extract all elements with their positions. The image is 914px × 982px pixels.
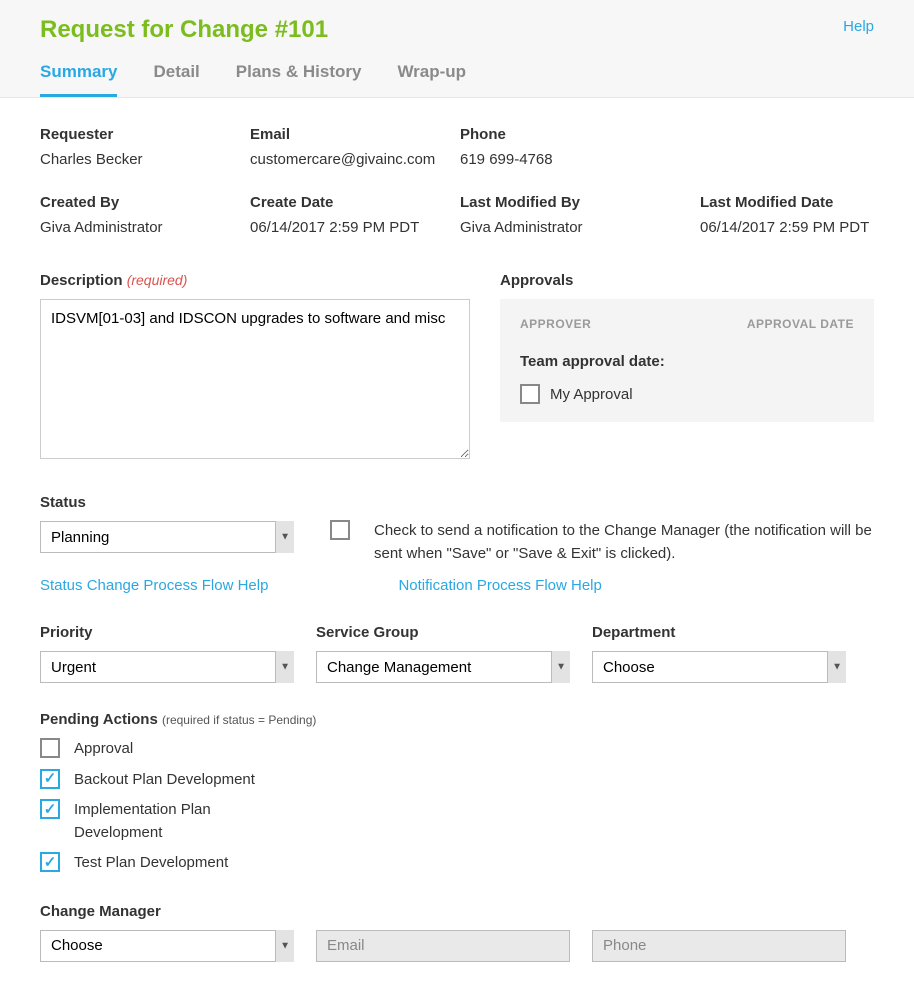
description-label: Description [40,272,123,289]
my-approval-checkbox[interactable] [520,384,540,404]
pending-actions-sub: (required if status = Pending) [162,713,316,727]
last-modified-date-label: Last Modified Date [700,194,900,211]
change-manager-phone-field: Phone [592,930,846,962]
last-modified-by-value: Giva Administrator [460,219,700,236]
team-approval-label: Team approval date: [520,353,854,370]
requester-label: Requester [40,126,250,143]
pending-list: Approval Backout Plan Development Implem… [40,738,874,875]
pending-implementation-label: Implementation Plan Development [74,799,300,844]
created-by-label: Created By [40,194,250,211]
priority-label: Priority [40,624,294,641]
page-title: Request for Change #101 [40,16,874,44]
my-approval-label: My Approval [550,386,633,403]
pending-implementation-checkbox[interactable] [40,799,60,819]
notification-flow-help-link[interactable]: Notification Process Flow Help [398,577,601,594]
pending-backout-label: Backout Plan Development [74,769,255,792]
create-date-label: Create Date [250,194,460,211]
description-textarea[interactable] [40,299,470,459]
service-group-select[interactable]: Change Management [316,651,570,683]
change-manager-select[interactable]: Choose [40,930,294,962]
notify-manager-checkbox[interactable] [330,520,350,540]
approvals-label: Approvals [500,272,874,289]
pending-testplan-label: Test Plan Development [74,852,228,875]
header-bar: Request for Change #101 Help Summary Det… [0,0,914,98]
service-group-label: Service Group [316,624,570,641]
approver-col-header: APPROVER [520,317,591,331]
last-modified-by-label: Last Modified By [460,194,700,211]
meta-grid: Requester Charles Becker Email customerc… [40,126,874,236]
department-label: Department [592,624,846,641]
email-label: Email [250,126,460,143]
change-manager-email-field: Email [316,930,570,962]
approval-date-col-header: APPROVAL DATE [747,317,854,331]
status-flow-help-link[interactable]: Status Change Process Flow Help [40,577,268,594]
phone-label: Phone [460,126,700,143]
pending-backout-checkbox[interactable] [40,769,60,789]
content-area: Requester Charles Becker Email customerc… [0,98,914,982]
approvals-box: APPROVER APPROVAL DATE Team approval dat… [500,299,874,422]
pending-approval-label: Approval [74,738,133,761]
department-select[interactable]: Choose [592,651,846,683]
phone-value: 619 699-4768 [460,151,700,168]
last-modified-date-value: 06/14/2017 2:59 PM PDT [700,219,900,236]
change-manager-label: Change Manager [40,903,874,920]
pending-approval-checkbox[interactable] [40,738,60,758]
requester-value: Charles Becker [40,151,250,168]
create-date-value: 06/14/2017 2:59 PM PDT [250,219,460,236]
tab-strip: Summary Detail Plans & History Wrap-up [40,62,874,97]
priority-select[interactable]: Urgent [40,651,294,683]
help-link[interactable]: Help [843,18,874,35]
tab-plans-history[interactable]: Plans & History [236,62,362,97]
email-value: customercare@givainc.com [250,151,460,168]
pending-actions-label: Pending Actions [40,711,158,728]
status-select[interactable]: Planning [40,521,294,553]
created-by-value: Giva Administrator [40,219,250,236]
tab-wrap-up[interactable]: Wrap-up [397,62,466,97]
description-required-tag: (required) [127,272,188,288]
pending-testplan-checkbox[interactable] [40,852,60,872]
status-label: Status [40,494,294,511]
tab-detail[interactable]: Detail [153,62,199,97]
tab-summary[interactable]: Summary [40,62,117,97]
notify-text: Check to send a notification to the Chan… [374,520,874,565]
